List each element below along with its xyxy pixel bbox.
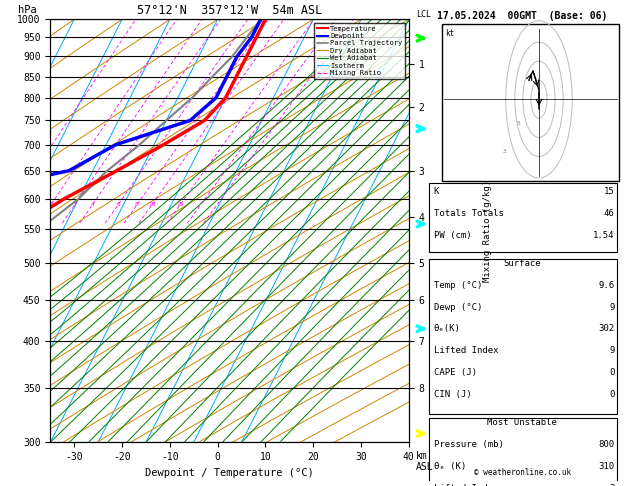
Text: Most Unstable: Most Unstable — [487, 418, 557, 427]
Text: 5: 5 — [517, 121, 521, 126]
Text: km
ASL: km ASL — [416, 451, 433, 472]
Bar — [430, 184, 616, 252]
Text: Surface: Surface — [503, 259, 541, 268]
Text: 9.6: 9.6 — [599, 280, 615, 290]
Text: Temp (°C): Temp (°C) — [433, 280, 482, 290]
X-axis label: Dewpoint / Temperature (°C): Dewpoint / Temperature (°C) — [145, 468, 314, 478]
Text: CIN (J): CIN (J) — [433, 390, 471, 399]
Bar — [442, 24, 619, 181]
Text: Pressure (mb): Pressure (mb) — [433, 440, 503, 449]
Text: 15: 15 — [176, 202, 184, 207]
Text: 3: 3 — [503, 149, 506, 154]
Bar — [430, 418, 616, 486]
Text: 3: 3 — [73, 202, 77, 207]
Text: 800: 800 — [599, 440, 615, 449]
Text: kt: kt — [445, 29, 455, 38]
Text: Lifted Index: Lifted Index — [433, 347, 498, 355]
Text: 2: 2 — [49, 202, 53, 207]
Text: Dewp (°C): Dewp (°C) — [433, 302, 482, 312]
Text: 0: 0 — [610, 390, 615, 399]
Text: 8: 8 — [135, 202, 139, 207]
Title: 57°12'N  357°12'W  54m ASL: 57°12'N 357°12'W 54m ASL — [137, 4, 322, 17]
Text: θₑ (K): θₑ (K) — [433, 462, 465, 470]
Text: 46: 46 — [604, 209, 615, 218]
Text: 4: 4 — [91, 202, 94, 207]
Text: 310: 310 — [599, 462, 615, 470]
Text: PW (cm): PW (cm) — [433, 231, 471, 240]
Legend: Temperature, Dewpoint, Parcel Trajectory, Dry Adiabat, Wet Adiabat, Isotherm, Mi: Temperature, Dewpoint, Parcel Trajectory… — [314, 23, 405, 79]
Text: CAPE (J): CAPE (J) — [433, 368, 477, 377]
Text: 10: 10 — [148, 202, 156, 207]
Text: 9: 9 — [610, 347, 615, 355]
Text: 0: 0 — [610, 368, 615, 377]
Text: Lifted Index: Lifted Index — [433, 484, 498, 486]
Text: hPa: hPa — [18, 5, 37, 15]
Text: K: K — [433, 187, 439, 196]
Text: Mixing Ratio (g/kg): Mixing Ratio (g/kg) — [483, 180, 493, 282]
Text: LCL: LCL — [416, 10, 431, 19]
Bar — [430, 259, 616, 415]
Text: 302: 302 — [599, 325, 615, 333]
Text: Totals Totals: Totals Totals — [433, 209, 503, 218]
Text: θₑ(K): θₑ(K) — [433, 325, 460, 333]
Text: 15: 15 — [604, 187, 615, 196]
Text: 6: 6 — [116, 202, 120, 207]
Text: 17.05.2024  00GMT  (Base: 06): 17.05.2024 00GMT (Base: 06) — [437, 11, 607, 20]
Text: 1.54: 1.54 — [593, 231, 615, 240]
Text: © weatheronline.co.uk: © weatheronline.co.uk — [474, 469, 571, 477]
Text: 9: 9 — [610, 302, 615, 312]
Text: 3: 3 — [610, 484, 615, 486]
